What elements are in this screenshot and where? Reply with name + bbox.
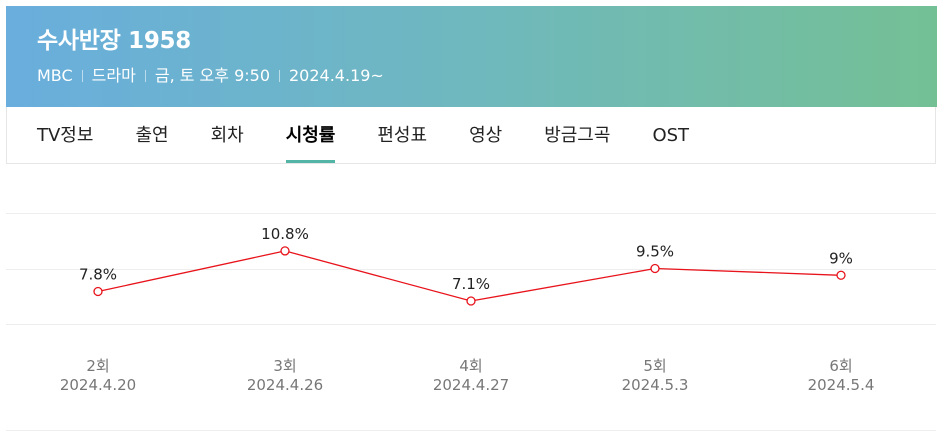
genre: 드라마: [91, 66, 136, 85]
tab-schedule[interactable]: 편성표: [377, 125, 428, 146]
broadcaster: MBC: [37, 66, 73, 85]
tab-cast[interactable]: 출연: [135, 125, 169, 146]
x-tick-date: 2024.4.26: [247, 376, 323, 394]
data-label: 9.5%: [636, 243, 674, 261]
x-tick-date: 2024.4.27: [433, 376, 509, 394]
tab-episodes[interactable]: 회차: [210, 125, 244, 146]
data-point: [836, 270, 846, 280]
x-tick-episode: 6회: [829, 357, 852, 375]
x-tick-date: 2024.4.20: [60, 376, 136, 394]
data-label: 7.8%: [79, 266, 117, 284]
x-tick-episode: 2회: [86, 357, 109, 375]
air-time: 금, 토 오후 9:50: [154, 66, 270, 85]
data-point: [280, 246, 290, 256]
data-label: 10.8%: [261, 225, 309, 243]
ratings-chart: 7.8% 2회 2024.4.20 10.8% 3회 2024.4.26 7.1% 4회 202…: [0, 185, 937, 435]
data-point: [466, 296, 476, 306]
x-tick-episode: 5회: [643, 357, 666, 375]
data-label: 9%: [829, 249, 853, 267]
data-point: [650, 263, 660, 274]
x-tick-date: 2024.5.3: [622, 376, 689, 394]
x-tick-episode: 3회: [273, 357, 296, 375]
x-tick-episode: 4회: [459, 357, 482, 375]
tab-video[interactable]: 영상: [469, 125, 503, 146]
tab-tv-info[interactable]: TV정보: [37, 125, 94, 146]
program-title: 수사반장 1958: [37, 28, 191, 54]
program-header: 수사반장 1958 MBC 드라마 금, 토 오후 9:50 2024.4.19…: [6, 6, 937, 107]
data-label: 7.1%: [452, 275, 490, 293]
meta-separator: [144, 70, 146, 82]
tab-song-search[interactable]: 방금그곡: [544, 125, 611, 146]
program-meta: MBC 드라마 금, 토 오후 9:50 2024.4.19~: [37, 65, 937, 87]
meta-separator: [81, 70, 83, 82]
ratings-chart-svg: 7.8%2회2024.4.2010.8%3회2024.4.267.1%4회202…: [6, 213, 936, 431]
x-tick-date: 2024.5.4: [808, 376, 875, 394]
data-point: [93, 286, 103, 297]
tab-ost[interactable]: OST: [652, 125, 690, 146]
tab-bar: TV정보 출연 회차 시청률 편성표 영상 방금그곡 OST: [6, 107, 936, 164]
start-date: 2024.4.19~: [289, 66, 384, 85]
meta-separator: [279, 70, 280, 82]
tab-ratings[interactable]: 시청률: [265, 107, 357, 163]
